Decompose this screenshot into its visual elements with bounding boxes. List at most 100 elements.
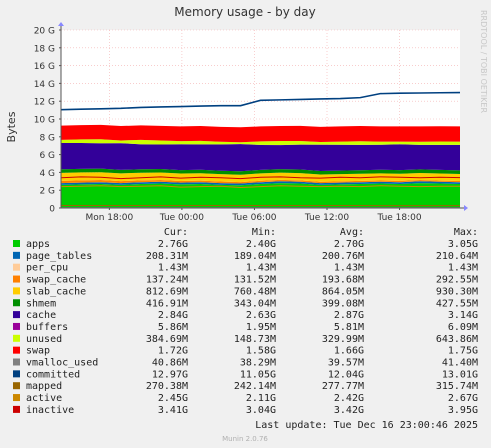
legend-min-shmem: 343.04M <box>234 298 276 309</box>
legend-max-mapped: 315.74M <box>436 381 478 392</box>
x-axis-arrow <box>464 205 468 211</box>
x-tick-label: Tue 06:00 <box>231 213 276 223</box>
legend-cur-active: 2.45G <box>158 393 188 404</box>
legend-cur-page-tables: 208.31M <box>146 251 188 262</box>
legend-min-unused: 148.73M <box>234 334 276 345</box>
legend-max-committed: 13.01G <box>442 369 478 380</box>
legend-name-buffers: buffers <box>26 322 68 333</box>
area-cache <box>61 143 460 172</box>
y-axis-arrow <box>58 22 64 26</box>
stacked-areas <box>61 124 460 208</box>
legend-avg-inactive: 3.42G <box>334 405 364 416</box>
y-tick-label: 14 G <box>34 80 55 90</box>
legend-name-shmem: shmem <box>26 298 56 309</box>
y-tick-label: 6 G <box>39 151 55 161</box>
legend-header: Max: <box>454 227 478 238</box>
legend-name-swap: swap <box>26 346 50 357</box>
legend-max-inactive: 3.95G <box>448 405 478 416</box>
legend-max-swap: 1.75G <box>448 346 478 357</box>
legend-swatch-swap <box>13 346 20 354</box>
legend-swatch-mapped <box>13 382 20 390</box>
legend-cur-vmalloc-used: 40.86M <box>152 358 188 369</box>
legend-swatch-apps <box>13 240 20 247</box>
y-tick-label: 0 <box>49 205 55 215</box>
area-swap <box>61 124 460 143</box>
legend-avg-mapped: 277.77M <box>322 381 364 392</box>
y-tick-label: 18 G <box>34 44 55 54</box>
area-unused <box>61 139 460 146</box>
legend-avg-slab-cache: 864.05M <box>322 286 364 297</box>
legend-avg-committed: 12.04G <box>328 369 364 380</box>
legend-avg-shmem: 399.08M <box>322 298 364 309</box>
legend-min-cache: 2.63G <box>246 310 276 321</box>
legend: Cur: Min: Avg: Max: apps 2.76G 2.40G 2.70G 3.05G… <box>13 227 478 416</box>
legend-cur-unused: 384.69M <box>146 334 188 345</box>
legend-cur-shmem: 416.91M <box>146 298 188 309</box>
legend-max-swap-cache: 292.55M <box>436 275 478 286</box>
line-inactive <box>60 176 461 180</box>
legend-cur-per-cpu: 1.43M <box>158 263 188 274</box>
legend-min-mapped: 242.14M <box>234 381 276 392</box>
legend-avg-per-cpu: 1.43M <box>334 263 364 274</box>
legend-swatch-shmem <box>13 299 20 307</box>
legend-max-slab-cache: 930.30M <box>436 286 478 297</box>
legend-max-shmem: 427.55M <box>436 298 478 309</box>
legend-name-slab-cache: slab_cache <box>26 286 86 297</box>
legend-avg-page-tables: 200.76M <box>322 251 364 262</box>
legend-name-committed: committed <box>26 369 80 380</box>
legend-header: Cur: <box>164 227 188 238</box>
legend-swatch-cache <box>13 311 20 319</box>
legend-swatch-swap-cache <box>13 275 20 283</box>
legend-min-committed: 11.05G <box>240 369 276 380</box>
legend-min-vmalloc-used: 38.29M <box>240 358 276 369</box>
legend-cur-cache: 2.84G <box>158 310 188 321</box>
legend-name-mapped: mapped <box>26 381 62 392</box>
legend-swatch-page-tables <box>13 251 20 259</box>
x-tick-label: Tue 12:00 <box>304 213 349 223</box>
x-tick-label: Tue 00:00 <box>159 213 204 223</box>
legend-cur-swap-cache: 137.24M <box>146 275 188 286</box>
legend-min-inactive: 3.04G <box>246 405 276 416</box>
legend-name-page-tables: page_tables <box>26 251 92 262</box>
line-committed <box>60 91 461 111</box>
legend-min-active: 2.11G <box>246 393 276 404</box>
legend-swatch-inactive <box>13 405 20 413</box>
legend-avg-active: 2.42G <box>334 393 364 404</box>
legend-max-unused: 643.86M <box>436 334 478 345</box>
chart-title: Memory usage - by day <box>174 5 315 19</box>
legend-min-per-cpu: 1.43M <box>246 263 276 274</box>
legend-cur-swap: 1.72G <box>158 346 188 357</box>
legend-swatch-per-cpu <box>13 263 20 271</box>
legend-cur-committed: 12.97G <box>152 369 188 380</box>
legend-swatch-buffers <box>13 322 20 330</box>
legend-name-per-cpu: per_cpu <box>26 263 68 274</box>
legend-name-apps: apps <box>26 239 50 250</box>
legend-header: Min: <box>252 227 276 238</box>
legend-cur-mapped: 270.38M <box>146 381 188 392</box>
legend-name-cache: cache <box>26 310 56 321</box>
y-axis-label: Bytes <box>5 111 18 142</box>
last-update: Last update: Tue Dec 16 23:00:46 2025 <box>255 420 478 431</box>
y-tick-label: 2 G <box>39 187 55 197</box>
legend-swatch-unused <box>13 334 20 342</box>
legend-max-per-cpu: 1.43M <box>448 263 478 274</box>
area-swap-cache <box>61 179 460 184</box>
legend-name-inactive: inactive <box>26 405 74 416</box>
legend-min-page-tables: 189.04M <box>234 251 276 262</box>
legend-max-active: 2.67G <box>448 393 478 404</box>
legend-avg-vmalloc-used: 39.57M <box>328 358 364 369</box>
area-page-tables <box>61 181 460 186</box>
legend-avg-unused: 329.99M <box>322 334 364 345</box>
legend-min-buffers: 1.95M <box>246 322 276 333</box>
legend-name-vmalloc-used: vmalloc_used <box>26 358 98 369</box>
x-tick-label: Tue 18:00 <box>376 213 421 223</box>
y-tick-label: 4 G <box>39 169 55 179</box>
axes <box>58 22 468 211</box>
y-tick-label: 12 G <box>34 98 55 108</box>
y-tick-label: 10 G <box>34 116 55 126</box>
legend-name-active: active <box>26 393 62 404</box>
line-active <box>60 185 460 189</box>
legend-min-slab-cache: 760.48M <box>234 286 276 297</box>
legend-avg-apps: 2.70G <box>334 239 364 250</box>
